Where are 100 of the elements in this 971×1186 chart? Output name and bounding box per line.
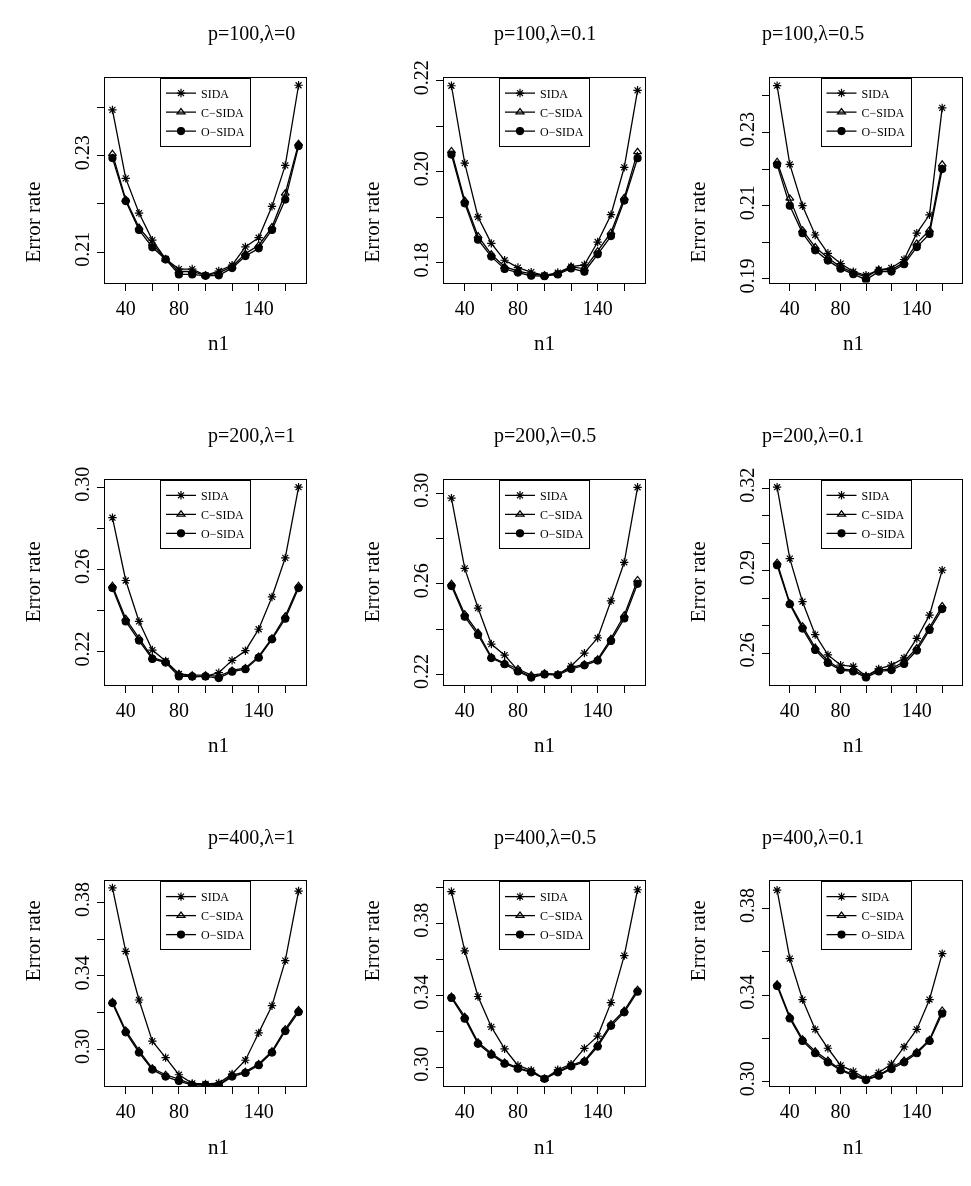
y-tick-label: 0.26 xyxy=(409,563,432,599)
x-tick-label: 140 xyxy=(243,296,274,319)
x-axis-title: n1 xyxy=(843,331,864,355)
x-tick-label: 140 xyxy=(901,1100,932,1123)
x-tick-label: 80 xyxy=(507,296,528,319)
y-tick-label: 0.26 xyxy=(735,632,758,668)
legend-label: C−SIDA xyxy=(861,507,905,522)
x-tick-label: 40 xyxy=(454,296,475,319)
chart-title: p=200,λ=0.1 xyxy=(762,424,865,447)
legend-label: SIDA xyxy=(540,86,569,101)
x-tick-label: 40 xyxy=(779,1100,800,1123)
y-axis-title: Error rate xyxy=(20,900,45,982)
y-tick-label: 0.38 xyxy=(735,888,758,924)
legend-label: SIDA xyxy=(201,890,230,905)
legend-label: O−SIDA xyxy=(201,928,245,943)
legend-label: O−SIDA xyxy=(201,526,245,541)
legend-label: SIDA xyxy=(201,488,230,503)
legend-label: SIDA xyxy=(201,86,230,101)
chart-title: p=100,λ=0 xyxy=(208,22,296,45)
x-tick-label: 80 xyxy=(168,1100,189,1123)
y-tick-label: 0.21 xyxy=(70,231,93,267)
chart-title: p=200,λ=0.5 xyxy=(494,424,597,447)
x-tick-label: 40 xyxy=(779,296,800,319)
x-tick-label: 40 xyxy=(779,699,800,721)
x-tick-label: 80 xyxy=(830,296,851,319)
legend-label: O−SIDA xyxy=(201,124,245,139)
x-axis-title: n1 xyxy=(534,1135,555,1159)
x-axis-title: n1 xyxy=(534,733,555,757)
x-tick-label: 140 xyxy=(582,1100,613,1123)
y-tick-label: 0.34 xyxy=(735,974,758,1010)
legend-label: C−SIDA xyxy=(861,909,905,924)
x-tick-label: 140 xyxy=(901,699,932,721)
y-tick-label: 0.32 xyxy=(735,467,758,503)
legend-label: O−SIDA xyxy=(540,124,584,139)
y-tick-label: 0.29 xyxy=(735,550,758,586)
legend-label: O−SIDA xyxy=(540,928,584,943)
x-tick-label: 40 xyxy=(115,1100,136,1123)
y-axis-title: Error rate xyxy=(685,900,710,982)
chart-title: p=200,λ=1 xyxy=(208,424,296,447)
y-axis-title: Error rate xyxy=(359,541,384,623)
y-tick-label: 0.26 xyxy=(70,549,93,585)
x-tick-label: 80 xyxy=(168,699,189,721)
x-tick-label: 140 xyxy=(582,296,613,319)
y-tick-label: 0.20 xyxy=(409,151,432,187)
legend-label: O−SIDA xyxy=(861,928,906,943)
legend-label: O−SIDA xyxy=(861,124,906,139)
y-tick-label: 0.22 xyxy=(409,60,432,96)
legend-label: O−SIDA xyxy=(861,526,906,541)
x-tick-label: 140 xyxy=(243,699,274,721)
legend-label: SIDA xyxy=(861,488,890,503)
legend-label: SIDA xyxy=(861,86,890,101)
y-tick-label: 0.30 xyxy=(735,1061,758,1097)
chart-title: p=400,λ=0.1 xyxy=(762,826,865,849)
chart-title: p=400,λ=0.5 xyxy=(494,826,597,849)
x-axis-title: n1 xyxy=(208,331,229,355)
x-tick-label: 80 xyxy=(168,296,189,319)
x-tick-label: 40 xyxy=(115,296,136,319)
x-tick-label: 140 xyxy=(901,296,932,319)
y-tick-label: 0.30 xyxy=(409,472,432,508)
y-tick-label: 0.18 xyxy=(409,242,432,278)
x-axis-title: n1 xyxy=(534,331,555,355)
x-tick-label: 80 xyxy=(830,699,851,721)
y-tick-label: 0.34 xyxy=(409,974,432,1010)
y-tick-label: 0.21 xyxy=(735,185,758,221)
y-axis-title: Error rate xyxy=(685,541,710,623)
y-tick-label: 0.30 xyxy=(70,1028,93,1064)
legend-label: C−SIDA xyxy=(540,507,584,522)
y-tick-label: 0.19 xyxy=(735,258,758,294)
x-tick-label: 140 xyxy=(582,699,613,721)
y-axis-title: Error rate xyxy=(21,181,46,263)
y-tick-label: 0.22 xyxy=(70,631,93,667)
y-tick-label: 0.30 xyxy=(409,1046,432,1082)
y-tick-label: 0.23 xyxy=(70,135,93,171)
x-axis-title: n1 xyxy=(208,1135,229,1159)
y-axis-title: Error rate xyxy=(360,181,385,263)
x-tick-label: 40 xyxy=(454,1100,475,1123)
legend-label: C−SIDA xyxy=(540,105,584,120)
legend-label: C−SIDA xyxy=(861,105,905,120)
x-tick-label: 40 xyxy=(115,699,136,721)
x-axis-title: n1 xyxy=(208,733,229,757)
legend-label: C−SIDA xyxy=(201,105,245,120)
y-axis-title: Error rate xyxy=(359,900,384,982)
legend-label: SIDA xyxy=(861,890,890,905)
y-tick-label: 0.38 xyxy=(70,881,93,917)
chart-title: p=100,λ=0.1 xyxy=(494,22,597,45)
x-tick-label: 80 xyxy=(507,699,528,721)
y-tick-label: 0.30 xyxy=(70,466,93,502)
x-tick-label: 40 xyxy=(454,699,475,721)
legend-label: O−SIDA xyxy=(540,526,584,541)
legend-label: SIDA xyxy=(540,488,569,503)
x-axis-title: n1 xyxy=(843,733,864,757)
y-axis-title: Error rate xyxy=(20,541,45,623)
legend-label: C−SIDA xyxy=(540,909,584,924)
y-tick-label: 0.22 xyxy=(409,653,432,689)
legend-label: C−SIDA xyxy=(201,507,245,522)
chart-title: p=100,λ=0.5 xyxy=(762,22,865,45)
y-tick-label: 0.34 xyxy=(70,955,93,991)
x-tick-label: 140 xyxy=(243,1100,274,1123)
chart-title: p=400,λ=1 xyxy=(208,826,296,849)
x-tick-label: 80 xyxy=(830,1100,851,1123)
